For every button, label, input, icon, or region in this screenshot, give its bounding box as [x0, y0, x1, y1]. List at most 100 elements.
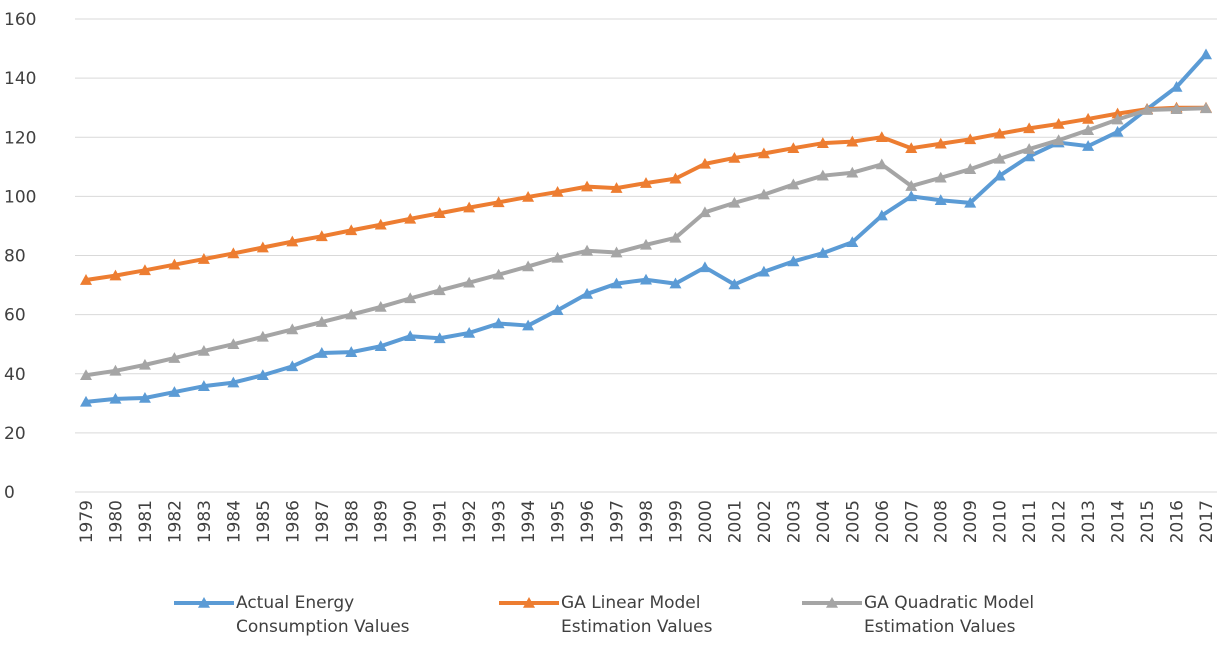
marker	[669, 231, 682, 243]
x-tick-label: 1994	[519, 500, 539, 543]
y-tick-label: 20	[4, 424, 26, 444]
x-tick-label: 2005	[843, 500, 863, 543]
x-tick-label: 1979	[77, 500, 97, 543]
marker	[463, 201, 476, 213]
legend-label: Actual Energy Consumption Values	[236, 593, 410, 637]
marker	[964, 163, 977, 174]
x-tick-label: 1999	[666, 500, 686, 543]
marker	[1200, 48, 1212, 60]
x-tick-label: 1988	[342, 500, 362, 543]
x-tick-label: 1995	[549, 500, 569, 543]
marker	[168, 386, 181, 397]
marker	[492, 268, 505, 280]
marker	[256, 369, 269, 381]
marker	[522, 190, 535, 202]
marker	[610, 277, 623, 289]
x-tick-label: 1989	[372, 500, 392, 543]
x-tick-label: 2000	[696, 500, 716, 543]
marker	[168, 352, 181, 363]
marker	[404, 330, 417, 342]
series-line	[85, 105, 1206, 283]
legend-entry: Actual Energy Consumption Values	[172, 591, 451, 639]
marker	[433, 284, 446, 296]
x-tick-label: 1983	[195, 500, 215, 543]
legend-marker	[523, 597, 535, 608]
marker	[463, 276, 476, 288]
marker	[610, 182, 623, 193]
marker	[669, 172, 682, 184]
marker	[197, 380, 210, 391]
x-tick-label: 2017	[1197, 500, 1217, 543]
marker	[80, 395, 92, 407]
series-line	[85, 53, 1208, 404]
marker	[757, 188, 770, 200]
y-tick-label: 120	[4, 128, 36, 148]
x-tick-label: 1981	[136, 500, 156, 543]
marker	[610, 246, 623, 258]
marker	[905, 180, 918, 191]
legend-marker	[198, 597, 210, 608]
x-tick-label: 2002	[755, 500, 775, 543]
marker	[433, 332, 446, 344]
marker	[669, 277, 682, 289]
marker	[492, 317, 505, 329]
y-tick-label: 80	[4, 247, 26, 267]
legend-swatch	[499, 597, 559, 608]
marker	[875, 131, 888, 143]
marker	[698, 157, 711, 169]
marker	[138, 264, 151, 276]
marker	[315, 347, 328, 358]
x-tick-label: 1987	[313, 500, 333, 543]
marker	[816, 247, 829, 258]
marker	[698, 206, 711, 218]
x-tick-label: 2001	[725, 500, 745, 543]
marker	[993, 152, 1006, 164]
marker	[109, 392, 122, 404]
x-tick-label: 2014	[1109, 500, 1129, 543]
marker	[197, 253, 210, 264]
x-tick-label: 2003	[784, 500, 804, 543]
legend-swatch	[802, 597, 862, 608]
x-tick-label: 1997	[608, 500, 628, 543]
marker	[934, 171, 947, 183]
marker	[1111, 107, 1124, 119]
marker	[109, 364, 122, 376]
marker	[875, 209, 888, 221]
marker	[728, 151, 741, 163]
marker	[581, 180, 594, 192]
marker	[728, 196, 741, 208]
marker	[698, 261, 711, 273]
x-tick-label: 2007	[902, 500, 922, 543]
marker	[846, 236, 859, 247]
x-tick-label: 1993	[490, 500, 510, 543]
x-tick-label: 1998	[637, 500, 657, 543]
marker	[551, 185, 564, 197]
marker	[787, 255, 800, 267]
marker	[286, 323, 299, 335]
marker	[993, 169, 1006, 181]
marker	[315, 316, 328, 327]
marker	[993, 127, 1006, 139]
x-tick-label: 1986	[283, 500, 303, 543]
x-tick-label: 1991	[431, 500, 451, 543]
marker	[640, 238, 652, 250]
marker	[905, 142, 918, 153]
marker	[404, 212, 417, 224]
marker	[404, 292, 417, 304]
marker	[227, 247, 240, 259]
marker	[728, 278, 741, 290]
marker	[80, 369, 92, 381]
marker	[256, 330, 269, 342]
marker	[757, 265, 770, 277]
marker	[345, 224, 358, 236]
marker	[905, 190, 918, 202]
x-tick-label: 2016	[1168, 500, 1188, 543]
marker	[875, 158, 888, 170]
marker	[138, 358, 151, 370]
marker	[846, 166, 859, 178]
marker	[1111, 125, 1124, 137]
legend-entry: GA Quadratic Model Estimation Values	[800, 591, 1079, 639]
marker	[1141, 104, 1154, 115]
x-tick-label: 1982	[165, 500, 185, 543]
marker	[374, 218, 387, 230]
